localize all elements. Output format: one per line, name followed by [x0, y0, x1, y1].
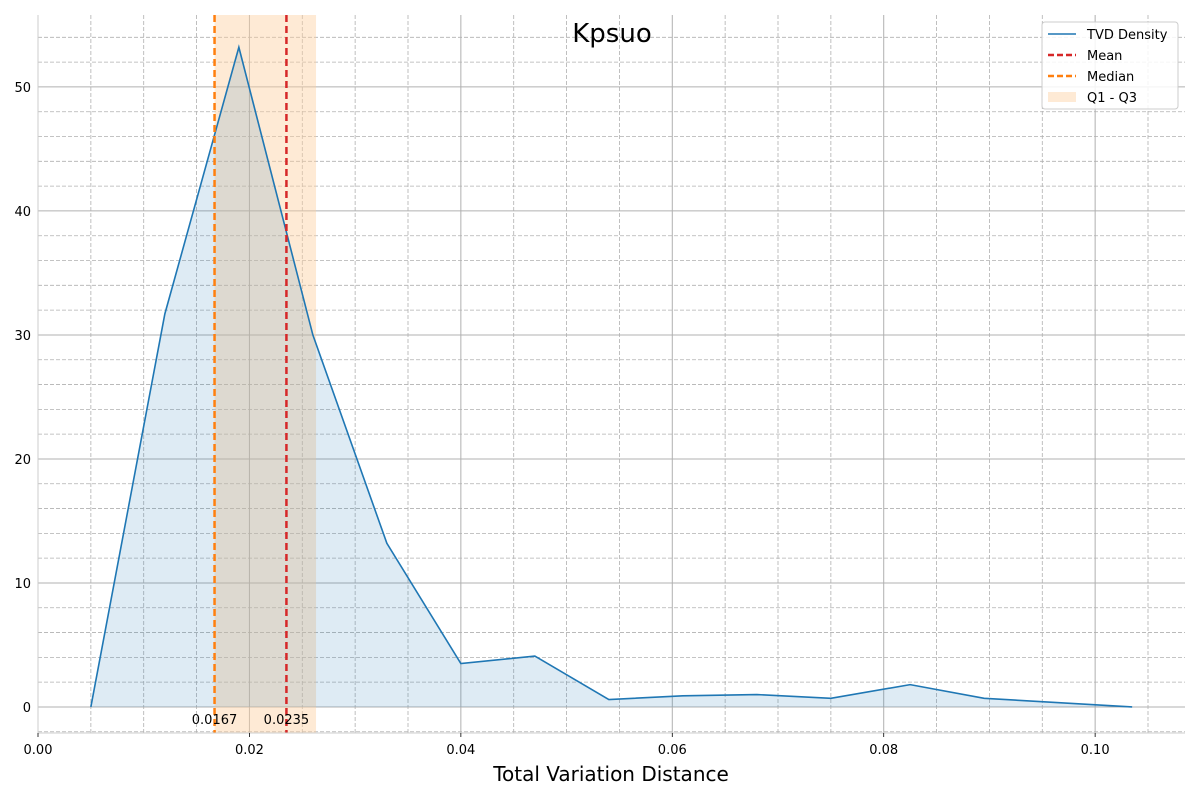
x-tick-label: 0.04 — [446, 743, 475, 758]
median-annotation: 0.0167 — [192, 713, 238, 728]
y-tick-label: 30 — [14, 329, 31, 344]
legend-iqr-label: Q1 - Q3 — [1087, 91, 1137, 106]
grid — [37, 15, 1185, 733]
x-tick-label: 0.10 — [1081, 743, 1110, 758]
x-tick-label: 0.00 — [24, 743, 53, 758]
plot-area: 0.0167 0.0235 — [90, 15, 1133, 733]
legend-box — [1041, 21, 1179, 110]
x-tick-label: 0.08 — [869, 743, 898, 758]
legend: TVD Density Mean Median Q1 - Q3 — [1041, 21, 1179, 110]
y-tick-label: 20 — [14, 453, 31, 468]
x-axis-label: Total Variation Distance — [492, 762, 729, 786]
x-tick-label: 0.06 — [658, 743, 687, 758]
y-tick-label: 50 — [14, 81, 31, 96]
chart-title: Kpsuo — [572, 19, 652, 49]
y-tick-label: 10 — [14, 577, 31, 592]
axes: 0.00 0.02 0.04 0.06 0.08 0.10 0 10 20 30 40 50 — [14, 15, 1185, 758]
legend-iqr-swatch — [1048, 92, 1076, 102]
legend-median-label: Median — [1087, 70, 1134, 85]
iqr-band — [214, 15, 317, 733]
y-tick-label: 40 — [14, 205, 31, 220]
mean-annotation: 0.0235 — [264, 713, 310, 728]
x-tick-label: 0.02 — [235, 743, 264, 758]
density-line — [90, 44, 1133, 708]
density-area-fill — [90, 47, 1133, 707]
legend-mean-label: Mean — [1087, 49, 1122, 64]
y-tick-label: 0 — [23, 701, 31, 716]
legend-density-label: TVD Density — [1086, 28, 1168, 43]
